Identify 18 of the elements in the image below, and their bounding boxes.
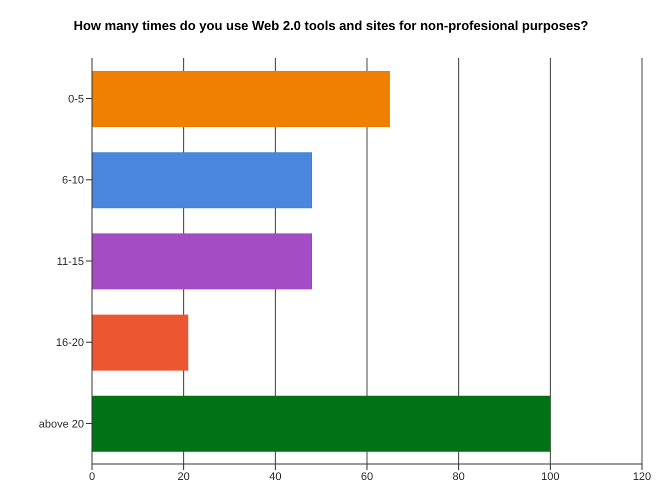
bar — [92, 233, 312, 290]
x-tick-label: 0 — [88, 470, 96, 483]
y-tick-label: 16-20 — [56, 337, 84, 350]
bar — [92, 152, 312, 208]
y-tick-label: above 20 — [38, 418, 84, 430]
x-tick-label: 20 — [178, 470, 190, 483]
chart-title: How many times do you use Web 2.0 tools and sites for non-profesional purposes? — [72, 17, 590, 35]
bar — [92, 71, 390, 127]
x-tick-label: 40 — [269, 470, 282, 483]
bar — [92, 396, 550, 452]
y-tick-label: 11-15 — [56, 256, 84, 268]
y-tick-label: 6-10 — [62, 174, 84, 187]
y-tick-label: 0-5 — [68, 94, 84, 106]
x-tick-label: 100 — [541, 470, 560, 483]
bar — [92, 314, 188, 371]
x-tick-label: 60 — [360, 470, 374, 483]
x-tick-label: 120 — [632, 470, 652, 483]
x-tick-label: 80 — [452, 470, 465, 483]
